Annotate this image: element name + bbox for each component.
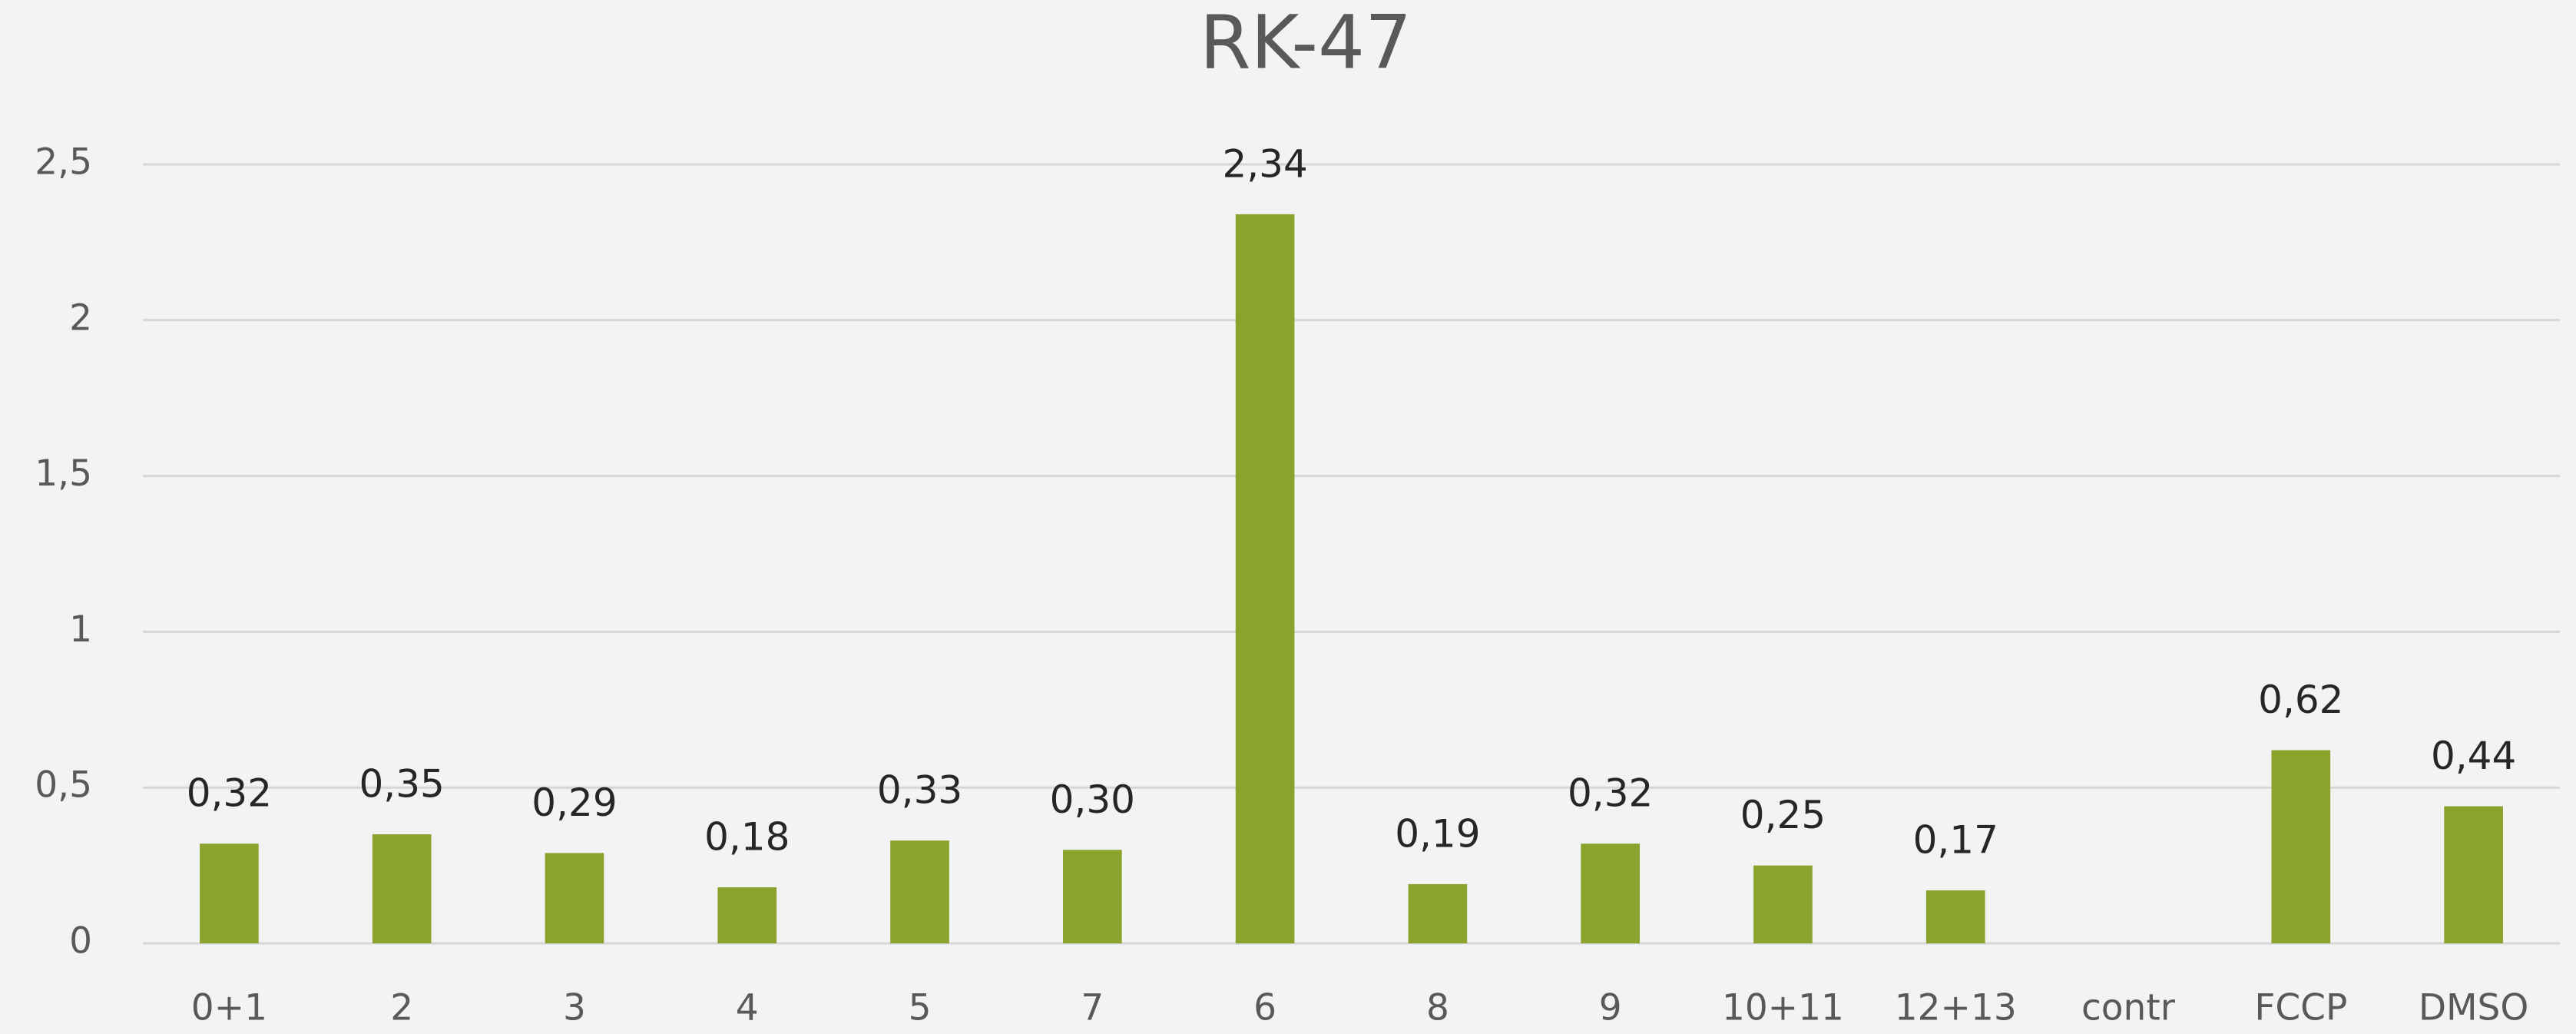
- y-tick-label: 1: [69, 608, 92, 651]
- chart-title: RK-47: [1200, 0, 1412, 85]
- value-label: 0,44: [2431, 734, 2516, 778]
- y-tick-label: 1,5: [35, 452, 92, 495]
- x-tick-label: 6: [1253, 987, 1276, 1029]
- bar: [200, 843, 259, 943]
- x-tick-label: 2: [390, 987, 413, 1029]
- y-tick-label: 0,5: [35, 764, 92, 807]
- x-tick-label: 8: [1426, 987, 1449, 1029]
- value-label: 0,18: [704, 814, 790, 859]
- x-tick-label: 12+13: [1895, 987, 2017, 1029]
- bar: [1408, 883, 1468, 943]
- value-label: 0,25: [1740, 793, 1826, 837]
- bar: [1235, 214, 1295, 943]
- x-tick-label: 3: [563, 987, 586, 1029]
- x-tick-label: DMSO: [2419, 987, 2529, 1029]
- x-tick-label: 10+11: [1722, 987, 1844, 1029]
- value-label: 0,32: [1568, 771, 1653, 816]
- value-label: 0,19: [1395, 811, 1480, 856]
- x-tick-label: contr: [2081, 987, 2176, 1029]
- bar: [717, 887, 777, 943]
- value-label: 0,17: [1913, 818, 1998, 863]
- value-label: 0,29: [531, 780, 617, 825]
- bar: [890, 840, 949, 943]
- bar: [545, 853, 604, 943]
- value-label: 0,35: [359, 762, 445, 807]
- x-tick-label: 0+1: [191, 987, 267, 1029]
- value-label: 0,33: [877, 768, 962, 813]
- value-label: 0,32: [187, 771, 272, 816]
- value-label: 0,30: [1050, 777, 1135, 822]
- bar: [1925, 890, 1985, 943]
- y-tick-label: 2: [69, 297, 92, 339]
- x-tick-label: 7: [1081, 987, 1104, 1029]
- x-tick-label: 9: [1599, 987, 1622, 1029]
- bar: [1581, 843, 1641, 943]
- y-tick-label: 2,5: [35, 141, 92, 184]
- bar: [2444, 806, 2503, 943]
- x-tick-label: FCCP: [2254, 987, 2347, 1029]
- value-label: 2,34: [1222, 141, 1307, 186]
- bar: [1753, 865, 1813, 943]
- x-tick-label: 4: [736, 987, 759, 1029]
- bar: [2271, 750, 2331, 943]
- bar: [372, 834, 432, 943]
- value-label: 0,62: [2258, 678, 2343, 722]
- x-tick-label: 5: [909, 987, 932, 1029]
- bar: [1062, 850, 1122, 943]
- y-tick-label: 0: [69, 920, 92, 963]
